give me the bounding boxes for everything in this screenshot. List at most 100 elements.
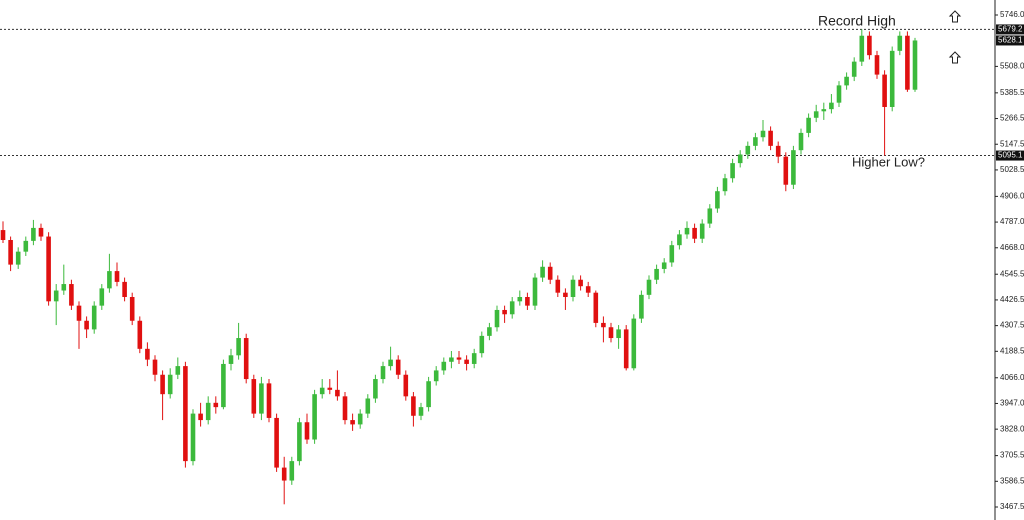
candle-body [61,284,67,291]
candle-body [38,227,44,237]
candle-body [631,318,637,369]
arrow-icon [948,51,962,64]
candle-body [684,227,690,235]
candle-body [555,279,561,293]
candle-body [114,271,120,282]
candle-body [365,398,371,414]
candle-body [426,381,431,408]
candle-body [205,402,211,421]
candle-body [380,366,386,380]
candle-body [228,355,234,364]
y-tick-label: 4307.5 [1000,321,1024,330]
candle-body [593,292,599,323]
y-tick-label: 5508.0 [1000,62,1024,71]
candle-body [403,374,409,397]
candle-body [525,297,530,306]
candle-body [312,394,317,440]
y-tick-label: 3828.0 [1000,424,1024,433]
level-label: 5679.2 [998,25,1023,34]
candle-body [46,236,51,302]
candle-body [152,359,158,375]
candle-body [433,370,439,382]
candle-body [897,35,903,51]
candle-body [661,262,667,269]
candle-body [198,413,203,421]
candle-body [8,240,13,265]
candle-body [798,132,804,151]
candle-body [456,357,462,360]
candle-body [183,366,188,462]
candle-body [388,359,393,367]
candle-body [806,117,811,133]
candle-body [585,286,591,293]
candle-body [570,279,576,298]
y-tick-label: 3467.5 [1000,502,1024,511]
candle-body [517,297,523,302]
candle-body [646,279,652,295]
y-tick-label: 4787.0 [1000,217,1024,226]
candle-body [882,74,887,107]
candle-body [213,402,219,408]
candle-body [859,35,865,62]
annotation: Record High [818,13,896,29]
candle-body [471,353,477,364]
candle-body [707,208,713,224]
candle-body [190,413,196,462]
candle-body [243,338,249,380]
y-tick-label: 4545.5 [1000,269,1024,278]
candle-body [889,50,895,107]
y-tick-label: 3705.5 [1000,451,1024,460]
level-label-box [996,150,1024,161]
candle-body [350,420,355,425]
candle-body [0,230,6,241]
last-price-label: 5628.1 [998,36,1023,45]
candle-body [654,268,659,280]
candle-body [99,288,105,306]
candle-body [53,290,59,302]
candle-body [259,383,264,414]
candle-body [601,322,606,328]
candle-body [236,338,241,356]
candle-body [639,294,644,319]
candle-body [107,271,112,289]
candle-body [867,35,872,56]
candle-body [342,396,348,421]
candle-body [357,413,363,425]
candle-body [335,389,340,397]
candle-body [502,309,507,315]
y-tick-label: 4066.0 [1000,373,1024,382]
candle-body [677,234,682,246]
candle-body [69,284,74,306]
level-label: 5095.1 [998,151,1023,160]
candle-body [145,348,150,360]
candle-body [297,422,302,462]
candle-body [715,191,720,209]
candle-body [753,137,758,146]
y-tick-label: 5147.5 [1000,139,1024,148]
candle-body [221,363,226,408]
candle-body [167,374,173,395]
y-tick-label: 5028.5 [1000,165,1024,174]
y-tick-label: 4668.0 [1000,243,1024,252]
candle-body [91,305,97,330]
y-tick-label: 4906.0 [1000,191,1024,200]
candle-body [722,178,728,192]
candle-body [175,366,181,375]
candle-body [31,227,36,241]
candle-body [874,55,880,75]
candle-body [418,407,424,416]
candle-body [813,111,819,118]
candle-body [760,130,766,138]
candle-body [836,85,842,103]
candle-body [912,40,918,90]
candle-body [327,387,333,390]
candle-body [730,163,735,179]
candle-body [441,361,447,371]
candle-body [532,277,538,306]
candle-body [737,154,743,164]
candle-body [319,387,325,395]
last-price-box [996,35,1024,46]
candle-body [623,329,629,369]
